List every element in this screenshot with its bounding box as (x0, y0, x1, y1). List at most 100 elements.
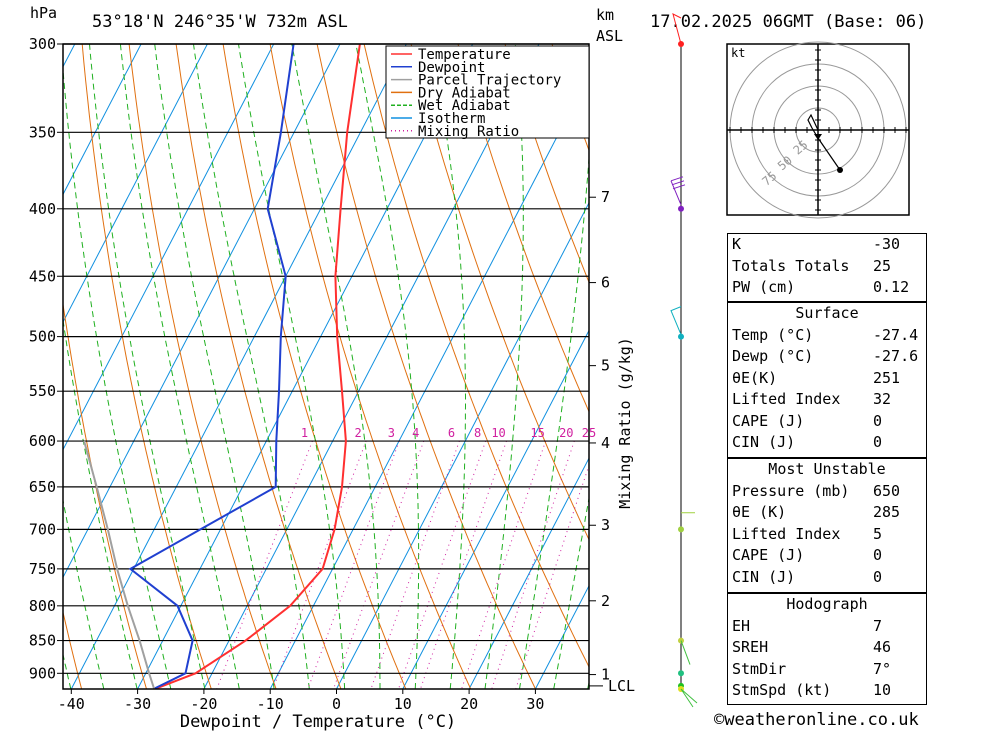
isotherm-line (137, 44, 474, 689)
pressure-tick-label: 400 (29, 200, 56, 218)
mixing-ratio-line (216, 440, 313, 689)
pressure-tick-label: 300 (29, 35, 56, 53)
mixing-ratio-label: 1 (301, 426, 308, 440)
hodograph-stat-label: EH (732, 616, 751, 635)
mixing-ratio-line (491, 440, 575, 689)
hodograph-trace (807, 113, 841, 171)
hodograph-stat-label: StmDir (732, 659, 787, 678)
pressure-tick-label: 700 (29, 520, 56, 538)
wind-barb-low (680, 640, 698, 708)
km-label: km (596, 6, 615, 24)
isotherm-line (203, 44, 540, 689)
surface-label: Temp (°C) (732, 325, 814, 344)
pressure-tick-label: 650 (29, 478, 56, 496)
wind-profile (670, 13, 698, 708)
surface-value: -27.4 (873, 325, 919, 344)
totals-totals-row: Totals Totals 25 (732, 256, 892, 275)
surface-row: Temp (°C) -27.4 (728, 325, 926, 347)
mixing-ratio-label: 2 (355, 426, 362, 440)
hodograph-stat-row: StmSpd (kt) 10 (728, 680, 926, 702)
dry-adiabat-line (81, 44, 212, 689)
pressure-tick-label: 550 (29, 382, 56, 400)
most-unstable-title: Most Unstable (768, 460, 886, 478)
wind-level-dot (678, 526, 684, 533)
mixing-ratio-label: 8 (474, 426, 481, 440)
temperature-tick-label: 20 (460, 695, 478, 713)
surface-row: CIN (J) 0 (728, 432, 926, 454)
pressure-tick-label: 850 (29, 632, 56, 650)
legend-entry: Parcel Trajectory (418, 73, 561, 89)
surface-label: Dewp (°C) (732, 347, 814, 365)
legend-entry: Wet Adiabat (418, 98, 511, 114)
location-title: 53°18'N 246°35'W 732m ASL (92, 12, 348, 32)
surface-value: 0 (873, 433, 883, 451)
most-unstable-row: θE (K) 285 (728, 502, 926, 524)
mixing-ratio-line (515, 463, 589, 689)
wet-adiabat-line (89, 44, 206, 689)
wet-adiabat-line (154, 44, 275, 689)
most-unstable-row: CIN (J) 0 (728, 567, 926, 589)
x-axis-label: Dewpoint / Temperature (°C) (180, 712, 456, 732)
isotherm-line (402, 329, 589, 689)
pressure-tick-label: 450 (29, 267, 56, 285)
hodograph-stat-value: 7 (873, 616, 883, 635)
mixing-ratio-line (370, 440, 460, 689)
temperature-line (154, 44, 361, 689)
mixing-ratio-label: 3 (388, 426, 395, 440)
mixing-ratio-line (332, 440, 425, 689)
mixing-ratio-labels: 1 2 3 4 6 8 10 15 20 25 (301, 426, 596, 440)
mixing-ratio-label: 15 (530, 426, 544, 440)
pressure-tick-label: 900 (29, 664, 56, 682)
dry-adiabat-line (928, 44, 1000, 689)
surface-label: CAPE (J) (732, 411, 805, 430)
hodograph-stat-value: 46 (873, 638, 892, 656)
dry-adiabat-line (128, 44, 277, 689)
hodograph-stat-label: SREH (732, 638, 769, 656)
isotherm-line (63, 44, 341, 579)
km-tick-label: 7 (601, 188, 610, 206)
pressure-tick-label: 600 (29, 432, 56, 450)
isotherm-line (63, 44, 142, 196)
datetime-title: 17.02.2025 06GMT (Base: 06) (650, 12, 927, 32)
isotherm-line (336, 201, 589, 689)
dry-adiabat-line (316, 44, 536, 689)
surface-value: -27.6 (873, 347, 919, 365)
hodograph-stat-row: StmDir 7° (728, 659, 926, 681)
mixing-ratio-label: 25 (582, 426, 596, 440)
most-unstable-table: Most Unstable Pressure (mb) 650 θE (K) 285 L… (727, 458, 927, 593)
surface-label: CIN (J) (732, 433, 796, 451)
wind-level-dot (678, 205, 684, 212)
surface-row: θE(K) 251 (728, 368, 926, 390)
surface-title: Surface (795, 304, 859, 322)
hodograph-title: Hodograph (786, 595, 868, 613)
legend-entry: Mixing Ratio (418, 124, 519, 140)
mixing-ratio-line (398, 440, 487, 689)
mixing-ratio-label: 4 (412, 426, 419, 440)
surface-label: θE(K) (732, 368, 778, 387)
axis-ticks: 300350400450500550600650700750800850900-… (29, 35, 635, 713)
pressure-grid (63, 43, 589, 674)
most-unstable-row: Pressure (mb) 650 (728, 481, 926, 503)
wet-adiabat-line (519, 151, 589, 689)
wind-barb-300 (672, 13, 682, 45)
copyright-footer: ©weatheronline.co.uk (714, 710, 919, 730)
dry-adiabat-line (63, 301, 147, 689)
most-unstable-row: Lifted Index 5 (728, 524, 926, 546)
mixing-ratio-axis-label: Mixing Ratio (g/kg) (616, 337, 634, 509)
indices-table: K -30 Totals Totals 25 PW (cm) 0.12 (727, 233, 927, 302)
most-unstable-label: CAPE (J) (732, 546, 805, 564)
lcl-label: LCL (608, 677, 635, 695)
surface-value: 0 (873, 411, 883, 430)
isotherm-line (63, 44, 275, 451)
hodograph-unit-label: kt (731, 46, 745, 60)
dry-adiabat-line (0, 44, 17, 689)
dry-adiabat-line (504, 44, 589, 284)
dry-adiabat-line (175, 44, 342, 689)
most-unstable-value: 5 (873, 524, 883, 543)
km-tick-label: 3 (601, 516, 610, 534)
wet-adiabat-line (193, 44, 310, 689)
temperature-tick-label: 30 (526, 695, 544, 713)
temperature-tick-label: -20 (190, 695, 217, 713)
